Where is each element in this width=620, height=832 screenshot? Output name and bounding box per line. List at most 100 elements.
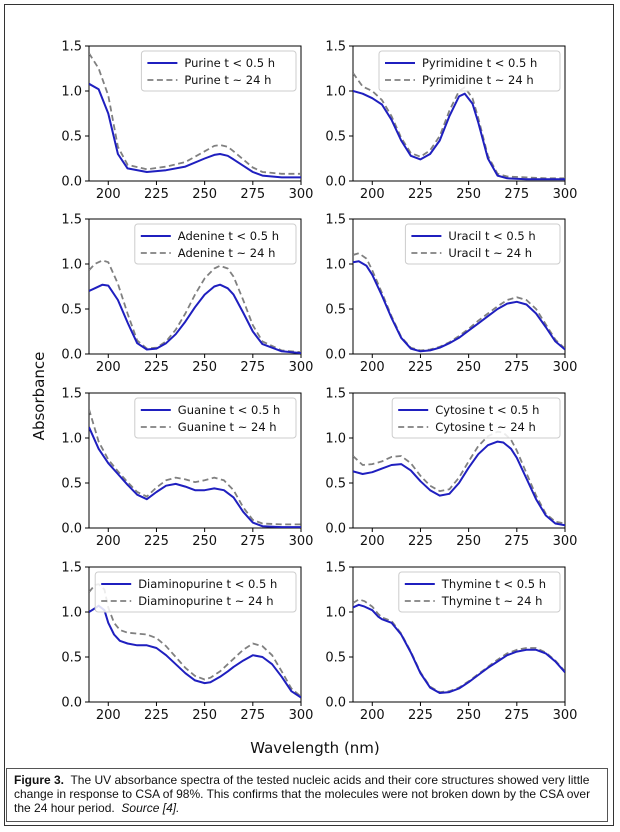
- series-line-long: [89, 408, 301, 526]
- figure-caption: Figure 3. The UV absorbance spectra of t…: [6, 768, 608, 822]
- legend-label: Cytosine t < 0.5 h: [435, 403, 539, 417]
- y-tick-label: 1.0: [325, 85, 346, 100]
- y-tick-label: 0.5: [61, 303, 82, 318]
- y-tick-label: 1.5: [61, 213, 82, 228]
- x-tick-label: 250: [456, 534, 481, 549]
- y-tick-label: 0.0: [61, 522, 82, 537]
- x-tick-label: 300: [553, 360, 578, 375]
- legend-label: Thymine t ~ 24 h: [441, 594, 543, 608]
- y-tick-label: 0.5: [61, 477, 82, 492]
- x-tick-label: 300: [289, 360, 314, 375]
- x-tick-label: 225: [408, 187, 433, 202]
- legend-box: [94, 571, 297, 613]
- x-tick-label: 250: [192, 534, 217, 549]
- x-tick-label: 200: [360, 187, 385, 202]
- x-tick-label: 275: [504, 360, 529, 375]
- x-axis-label: Wavelength (nm): [250, 739, 380, 757]
- series-line-long: [353, 252, 565, 352]
- plot-frame: [352, 566, 566, 703]
- y-tick-label: 1.0: [325, 432, 346, 447]
- series-line-short: [353, 440, 565, 527]
- caption-label: Figure 3.: [14, 773, 65, 787]
- x-tick-label: 300: [289, 708, 314, 723]
- y-tick-label: 1.0: [61, 606, 82, 621]
- plot-frame: [88, 392, 302, 529]
- y-tick-label: 1.5: [61, 561, 82, 576]
- x-tick-label: 225: [144, 187, 169, 202]
- x-tick-label: 200: [360, 360, 385, 375]
- y-tick-label: 0.0: [325, 696, 346, 711]
- y-tick-label: 1.5: [325, 387, 346, 402]
- y-tick-label: 0.5: [325, 651, 346, 666]
- x-tick-label: 275: [240, 708, 265, 723]
- x-tick-label: 225: [144, 360, 169, 375]
- x-tick-label: 275: [504, 187, 529, 202]
- panel-7: 200 225 250 275 300 0.0 0.5 1.0 1.5 Diaminopurine…: [61, 561, 313, 724]
- plot-frame: [352, 45, 566, 182]
- y-tick-label: 1.0: [325, 606, 346, 621]
- legend-label: Diaminopurine t < 0.5 h: [138, 577, 277, 591]
- legend-label: Pyrimidine t ~ 24 h: [422, 73, 534, 87]
- y-tick-label: 0.0: [325, 348, 346, 363]
- x-tick-label: 275: [240, 360, 265, 375]
- y-tick-label: 0.5: [325, 477, 346, 492]
- x-tick-label: 300: [553, 187, 578, 202]
- y-tick-label: 0.5: [61, 651, 82, 666]
- y-tick-label: 1.5: [61, 40, 82, 55]
- series-line-long: [353, 430, 565, 525]
- x-tick-label: 250: [192, 708, 217, 723]
- legend-label: Purine t ~ 24 h: [184, 73, 271, 87]
- x-tick-label: 200: [96, 534, 121, 549]
- y-tick-label: 0.5: [325, 130, 346, 145]
- y-tick-label: 1.5: [61, 387, 82, 402]
- plot-frame: [88, 566, 302, 703]
- y-tick-label: 1.0: [61, 85, 82, 100]
- legend-box: [398, 571, 561, 613]
- series-line-short: [89, 283, 301, 354]
- x-tick-label: 225: [144, 534, 169, 549]
- x-tick-label: 200: [96, 360, 121, 375]
- series-line-short: [353, 90, 565, 181]
- x-tick-label: 300: [289, 187, 314, 202]
- x-tick-label: 225: [408, 534, 433, 549]
- legend-label: Purine t < 0.5 h: [184, 56, 275, 70]
- x-tick-label: 200: [360, 534, 385, 549]
- y-tick-label: 0.5: [61, 130, 82, 145]
- legend-box: [134, 223, 297, 265]
- plot-frame: [352, 218, 566, 355]
- x-tick-label: 250: [456, 187, 481, 202]
- x-tick-label: 275: [504, 708, 529, 723]
- y-tick-label: 1.5: [325, 561, 346, 576]
- y-axis-label: Absorbance: [30, 352, 48, 441]
- x-tick-label: 200: [96, 708, 121, 723]
- legend-label: Guanine t ~ 24 h: [178, 420, 277, 434]
- panel-8: 200 225 250 275 300 0.0 0.5 1.0 1.5 Thymine t < 0…: [325, 561, 577, 724]
- panel-6: 200 225 250 275 300 0.0 0.5 1.0 1.5 Cytosine t < …: [325, 387, 577, 550]
- caption-source: Source [4].: [121, 801, 180, 815]
- x-tick-label: 250: [456, 708, 481, 723]
- legend-box: [134, 397, 297, 439]
- y-tick-label: 0.0: [61, 696, 82, 711]
- legend-label: Uracil t ~ 24 h: [448, 246, 532, 260]
- x-tick-label: 200: [360, 708, 385, 723]
- x-tick-label: 250: [192, 187, 217, 202]
- plot-frame: [352, 392, 566, 529]
- legend-label: Guanine t < 0.5 h: [178, 403, 280, 417]
- y-tick-label: 1.0: [325, 258, 346, 273]
- panel-5: 200 225 250 275 300 0.0 0.5 1.0 1.5 Guanine t < 0…: [61, 387, 313, 550]
- caption-text: The UV absorbance spectra of the tested …: [14, 773, 591, 815]
- legend-label: Thymine t < 0.5 h: [441, 577, 546, 591]
- x-tick-label: 225: [408, 708, 433, 723]
- x-tick-label: 250: [192, 360, 217, 375]
- series-line-short: [89, 82, 301, 179]
- legend-box: [140, 50, 297, 92]
- plot-frame: [88, 45, 302, 182]
- legend-label: Adenine t < 0.5 h: [178, 229, 279, 243]
- legend-box: [404, 223, 561, 265]
- legend-label: Adenine t ~ 24 h: [178, 246, 276, 260]
- x-tick-label: 275: [504, 534, 529, 549]
- panel-1: 200 225 250 275 300 0.0 0.5 1.0 1.5 Purine t < 0.…: [61, 40, 313, 203]
- plot-frame: [88, 218, 302, 355]
- legend-label: Pyrimidine t < 0.5 h: [422, 56, 537, 70]
